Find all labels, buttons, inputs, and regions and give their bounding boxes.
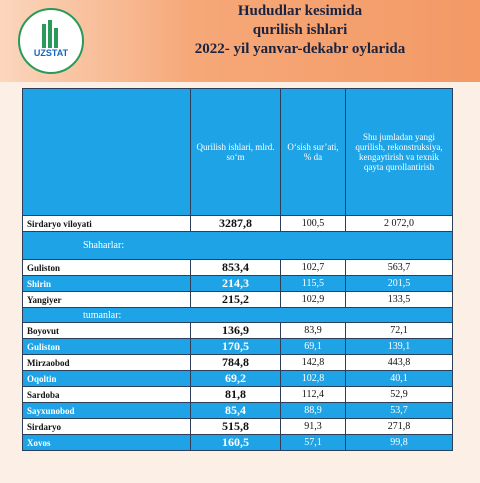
name-cell: Mirzaobod [22, 354, 191, 371]
section-label: Shaharlar: [22, 231, 453, 260]
table-row: Xovos 160,5 57,1 99,8 [22, 434, 453, 451]
table-row: Sardoba 81,8 112,4 52,9 [22, 386, 453, 403]
value-cell: 853,4 [190, 259, 281, 276]
value-cell: 81,8 [190, 386, 281, 403]
value-cell: 784,8 [190, 354, 281, 371]
table: Qurilish ishlari, mlrd. so‘m O‘sish sur’… [22, 88, 453, 451]
value-cell: 215,2 [190, 291, 281, 308]
value-cell: 214,3 [190, 275, 281, 292]
section-label: tumanlar: [22, 307, 453, 323]
value-cell: 136,9 [190, 322, 281, 339]
table-row: Sirdaryo 515,8 91,3 271,8 [22, 418, 453, 435]
table-row: Guliston 853,4 102,7 563,7 [22, 259, 453, 276]
section-row: tumanlar: [22, 307, 453, 323]
value-cell: 142,8 [280, 354, 346, 371]
title: Hududlar kesimida qurilish ishlari 2022-… [130, 2, 470, 59]
value-cell: 2 072,0 [345, 215, 453, 232]
table-row: Sayxunobod 85,4 88,9 53,7 [22, 402, 453, 419]
value-cell: 115,5 [280, 275, 346, 292]
value-cell: 443,8 [345, 354, 453, 371]
name-cell: Xovos [22, 434, 191, 451]
logo: UZSTAT [18, 8, 84, 74]
name-cell: Guliston [22, 338, 191, 355]
value-cell: 201,5 [345, 275, 453, 292]
header-cell [22, 88, 191, 216]
value-cell: 271,8 [345, 418, 453, 435]
name-cell: Oqoltin [22, 370, 191, 387]
name-cell: Boyovut [22, 322, 191, 339]
value-cell: 91,3 [280, 418, 346, 435]
value-cell: 69,2 [190, 370, 281, 387]
value-cell: 102,7 [280, 259, 346, 276]
section-row: Shaharlar: [22, 231, 453, 260]
value-cell: 160,5 [190, 434, 281, 451]
value-cell: 170,5 [190, 338, 281, 355]
title-line: qurilish ishlari [252, 22, 348, 38]
name-cell: Yangiyer [22, 291, 191, 308]
name-cell: Sardoba [22, 386, 191, 403]
value-cell: 85,4 [190, 402, 281, 419]
value-cell: 52,9 [345, 386, 453, 403]
table-row: Oqoltin 69,2 102,8 40,1 [22, 370, 453, 387]
header-cell: Qurilish ishlari, mlrd. so‘m [190, 88, 281, 216]
table-row: Sirdaryo viloyati 3287,8 100,5 2 072,0 [22, 215, 453, 232]
logo-text: UZSTAT [33, 48, 69, 58]
value-cell: 72,1 [345, 322, 453, 339]
header-cell: O‘sish sur’ati, % da [280, 88, 346, 216]
name-cell: Sirdaryo [22, 418, 191, 435]
value-cell: 112,4 [280, 386, 346, 403]
value-cell: 83,9 [280, 322, 346, 339]
header-cell: Shu jumladan yangi qurilish, rekonstruks… [345, 88, 453, 216]
title-line: 2022- yil yanvar-dekabr oylarida [194, 41, 406, 57]
table-row: Yangiyer 215,2 102,9 133,5 [22, 291, 453, 308]
value-cell: 99,8 [345, 434, 453, 451]
table-row: Boyovut 136,9 83,9 72,1 [22, 322, 453, 339]
value-cell: 563,7 [345, 259, 453, 276]
value-cell: 3287,8 [190, 215, 281, 232]
value-cell: 40,1 [345, 370, 453, 387]
value-cell: 102,9 [280, 291, 346, 308]
value-cell: 53,7 [345, 402, 453, 419]
name-cell: Sirdaryo viloyati [22, 215, 191, 232]
value-cell: 139,1 [345, 338, 453, 355]
value-cell: 88,9 [280, 402, 346, 419]
table-row: Guliston 170,5 69,1 139,1 [22, 338, 453, 355]
table-row: Shirin 214,3 115,5 201,5 [22, 275, 453, 292]
table-row: Mirzaobod 784,8 142,8 443,8 [22, 354, 453, 371]
value-cell: 515,8 [190, 418, 281, 435]
name-cell: Sayxunobod [22, 402, 191, 419]
name-cell: Guliston [22, 259, 191, 276]
header-row: Qurilish ishlari, mlrd. so‘m O‘sish sur’… [22, 88, 453, 216]
name-cell: Shirin [22, 275, 191, 292]
value-cell: 102,8 [280, 370, 346, 387]
value-cell: 57,1 [280, 434, 346, 451]
value-cell: 100,5 [280, 215, 346, 232]
value-cell: 133,5 [345, 291, 453, 308]
title-line: Hududlar kesimida [237, 3, 363, 19]
logo-icon [42, 20, 58, 48]
value-cell: 69,1 [280, 338, 346, 355]
